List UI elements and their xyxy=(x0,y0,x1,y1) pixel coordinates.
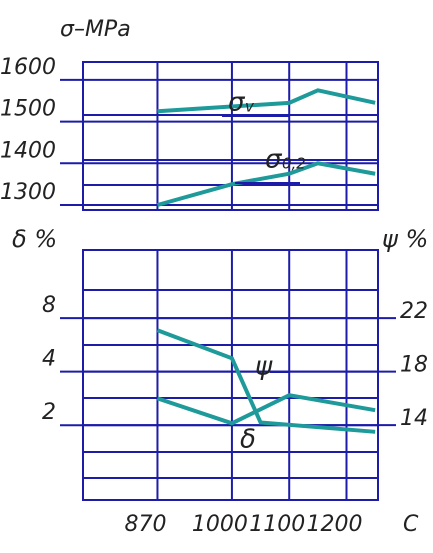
x-tick-label: 1100 xyxy=(249,512,305,537)
y2-tick-label: 14 xyxy=(400,406,428,431)
chart-title: σ–MPa xyxy=(60,17,131,42)
data-line xyxy=(156,328,376,434)
y-tick-label: 1300 xyxy=(0,180,56,205)
data-line xyxy=(156,161,376,207)
x-tick-label: 1000 xyxy=(192,512,248,537)
series-label-sub: v xyxy=(245,98,255,116)
y2-axis-label: ψ % xyxy=(382,225,428,253)
y-tick-label: 1400 xyxy=(0,138,56,163)
grid-frame xyxy=(82,61,379,501)
data-line xyxy=(156,393,376,426)
y-tick-label: 8 xyxy=(42,293,56,318)
x-tick-label: 870 xyxy=(124,512,166,537)
y2-tick-label: 18 xyxy=(400,353,428,378)
y-tick-label: 1500 xyxy=(0,97,56,122)
y2-tick-label: 22 xyxy=(400,299,428,324)
y-tick-label: 1600 xyxy=(0,55,56,80)
x-tick-label: 1200 xyxy=(306,512,362,537)
series-label: ψ xyxy=(255,352,273,382)
x-axis-label: C xyxy=(403,512,419,537)
data-line xyxy=(157,88,376,114)
y-axis-label: δ % xyxy=(12,225,57,253)
series-label: σ xyxy=(265,145,283,175)
series-label-sub: 0,2 xyxy=(282,155,306,173)
series-label: σ xyxy=(228,88,246,118)
y-tick-label: 2 xyxy=(42,400,56,425)
y-tick-label: 4 xyxy=(42,347,56,372)
series-label: δ xyxy=(240,425,256,455)
